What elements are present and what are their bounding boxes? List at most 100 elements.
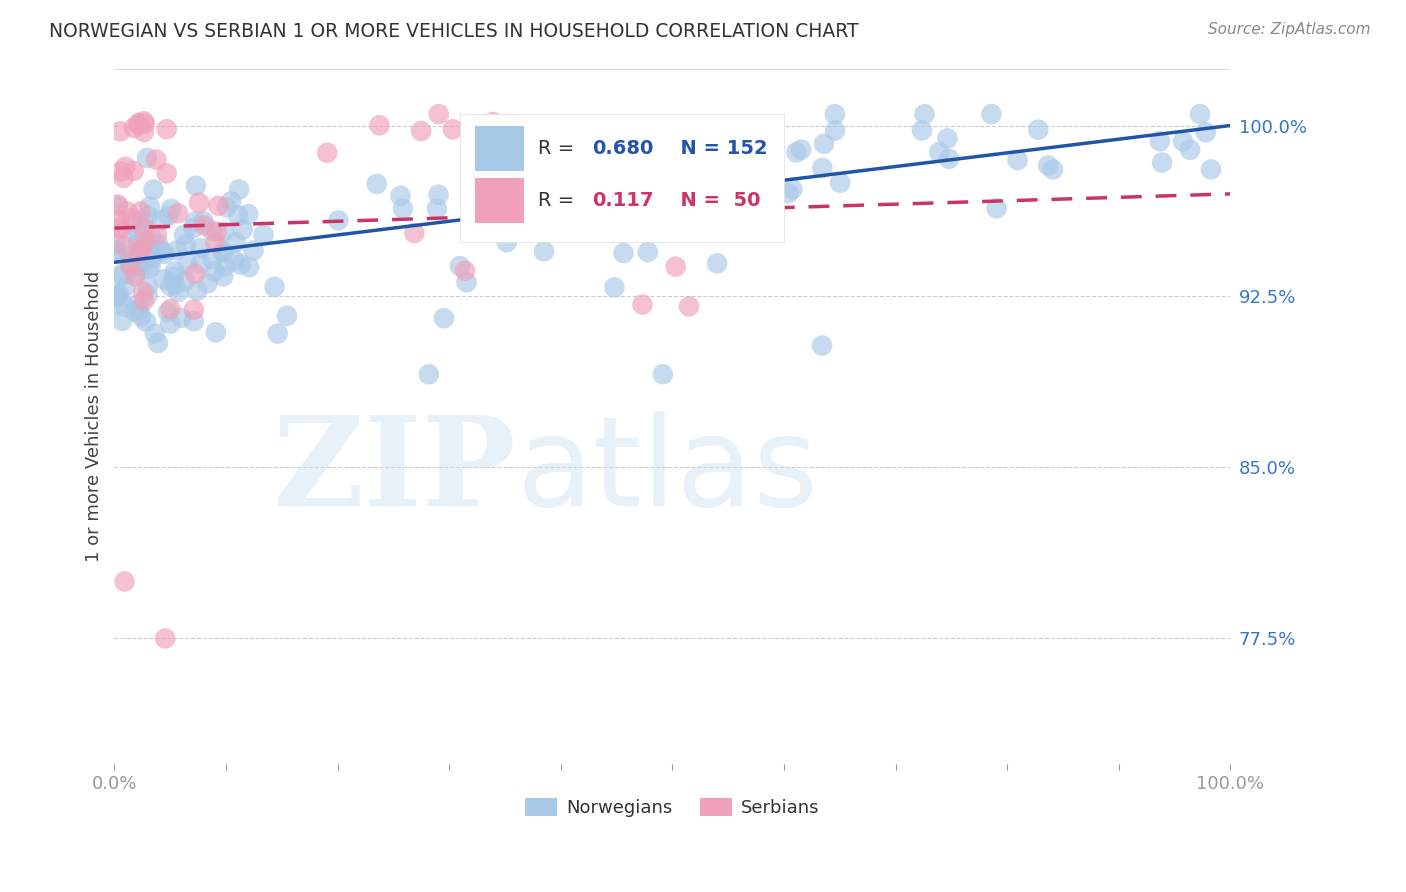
Point (143, 326, 166, 341)
Point (938, 152, 960, 166)
Point (108, 124, 131, 138)
Point (204, 236, 226, 251)
Point (215, 200, 238, 214)
Point (163, 264, 186, 278)
Text: ZIP: ZIP (273, 411, 516, 533)
Point (316, 145, 339, 160)
Point (1149, 134, 1171, 148)
Point (139, 200, 162, 214)
Point (136, 235, 159, 249)
Point (105, 246, 128, 260)
Point (266, 326, 288, 341)
Point (193, 214, 215, 228)
Point (125, 252, 148, 266)
Point (166, 244, 188, 258)
Point (184, 267, 207, 281)
Point (449, 259, 471, 273)
Legend: Norwegians, Serbians: Norwegians, Serbians (517, 790, 827, 824)
Point (139, 228, 162, 243)
Point (183, 314, 205, 328)
Point (136, 279, 159, 293)
Point (105, 243, 128, 257)
Point (785, 145, 807, 160)
Text: 0.680: 0.680 (592, 139, 654, 158)
Point (1171, 135, 1194, 149)
Point (176, 257, 198, 271)
Point (122, 164, 145, 178)
Point (911, 123, 934, 137)
Point (811, 338, 834, 352)
Point (665, 260, 688, 274)
Point (427, 107, 450, 121)
Point (163, 269, 186, 284)
FancyBboxPatch shape (475, 127, 524, 170)
Point (1152, 155, 1174, 169)
Point (782, 182, 804, 196)
Point (160, 202, 183, 216)
Point (105, 237, 128, 252)
Point (368, 118, 391, 132)
FancyBboxPatch shape (460, 113, 785, 243)
Point (125, 298, 148, 312)
Point (108, 213, 131, 227)
Point (205, 225, 228, 239)
Point (163, 277, 186, 292)
Point (157, 209, 180, 223)
Point (986, 201, 1008, 215)
Point (156, 166, 179, 180)
Point (228, 182, 250, 196)
Point (142, 183, 165, 197)
Point (156, 122, 179, 136)
Point (132, 293, 155, 308)
Point (152, 272, 174, 286)
Point (153, 632, 176, 646)
Point (225, 235, 247, 250)
Point (146, 227, 169, 242)
Point (229, 258, 252, 272)
Point (212, 245, 235, 260)
Point (538, 178, 561, 193)
Point (184, 214, 207, 228)
Y-axis label: 1 or more Vehicles in Household: 1 or more Vehicles in Household (86, 270, 103, 562)
Point (107, 286, 129, 301)
Point (124, 269, 146, 284)
Point (510, 194, 533, 209)
Point (238, 207, 260, 221)
Point (706, 256, 728, 270)
Point (181, 221, 204, 235)
Point (1189, 107, 1212, 121)
Point (456, 275, 478, 289)
Point (190, 241, 212, 255)
Point (127, 237, 149, 252)
Point (114, 574, 136, 589)
Point (533, 244, 555, 259)
Point (159, 302, 181, 317)
Point (631, 297, 654, 311)
Point (139, 260, 162, 275)
Point (411, 124, 433, 138)
Point (128, 302, 150, 317)
Point (591, 191, 613, 205)
Point (643, 220, 665, 235)
Point (136, 209, 159, 223)
Point (242, 244, 264, 258)
Point (207, 199, 229, 213)
Point (688, 213, 710, 227)
Point (1178, 143, 1201, 157)
Point (1195, 125, 1218, 139)
Point (651, 368, 673, 382)
Point (146, 336, 169, 351)
Point (482, 115, 505, 129)
Point (136, 288, 159, 302)
Point (132, 114, 155, 128)
Point (146, 244, 169, 258)
Point (167, 285, 190, 299)
Point (170, 310, 193, 325)
Point (707, 208, 730, 222)
Point (134, 235, 156, 249)
Point (664, 171, 686, 186)
Point (561, 183, 583, 197)
Point (252, 227, 274, 242)
Text: atlas: atlas (516, 411, 818, 533)
Point (110, 222, 132, 236)
